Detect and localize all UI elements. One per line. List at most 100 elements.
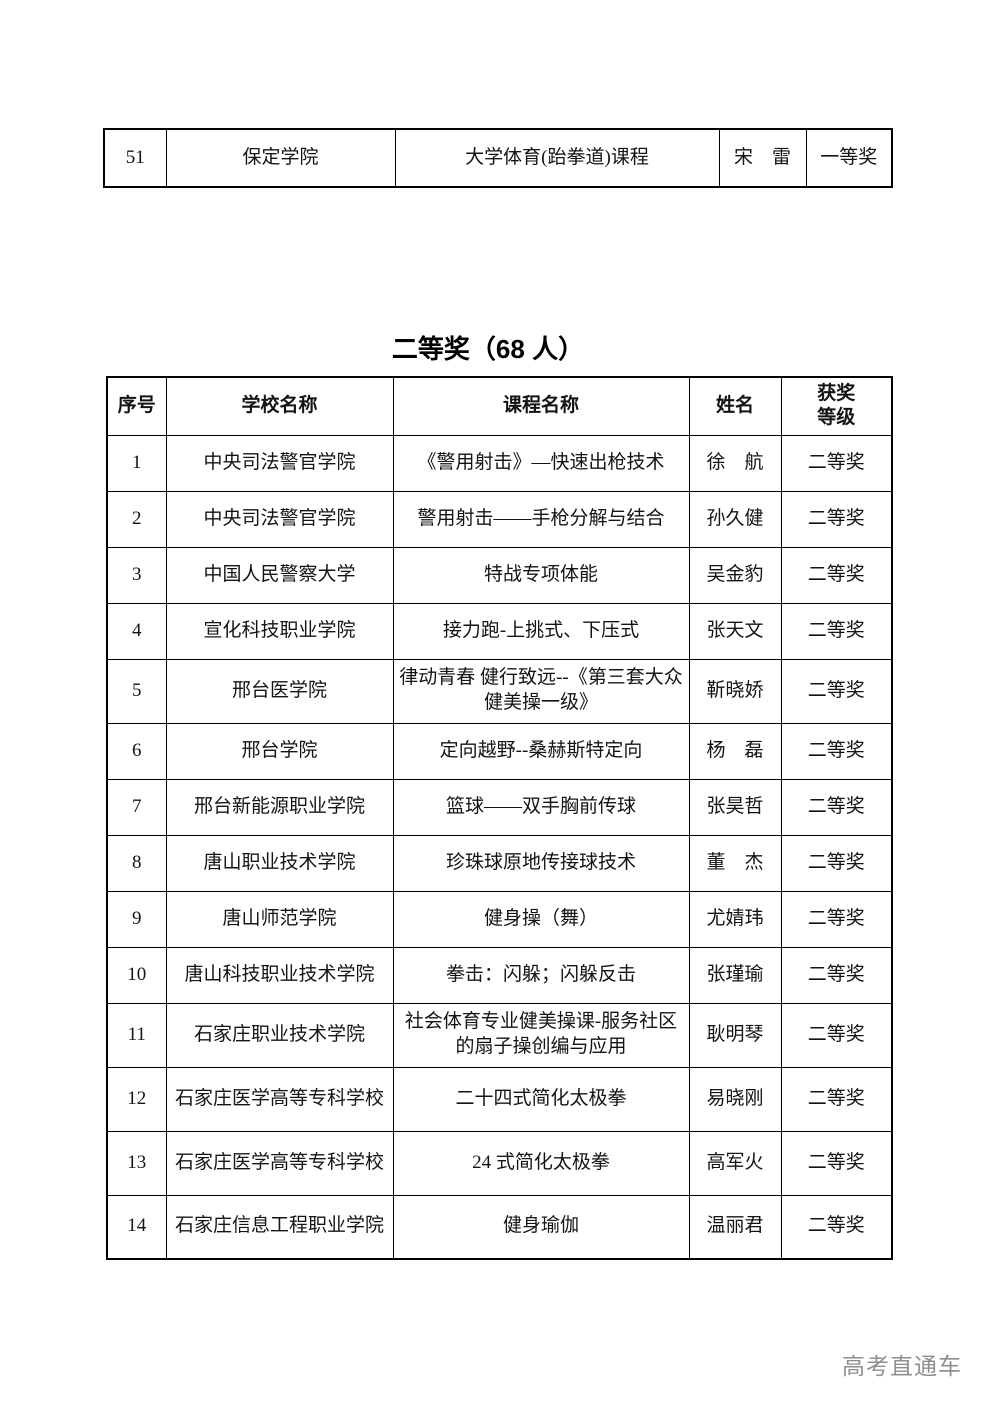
table-row: 12 石家庄医学高等专科学校 二十四式简化太极拳 易晓刚 二等奖 — [106, 1066, 893, 1132]
cell-course: 接力跑-上挑式、下压式 — [392, 602, 690, 660]
cell-award: 二等奖 — [780, 1194, 893, 1260]
table-row: 51 保定学院 大学体育(跆拳道)课程 宋 雷 一等奖 — [103, 128, 893, 188]
cell-serial: 10 — [106, 946, 167, 1004]
cell-serial: 11 — [106, 1002, 167, 1068]
cell-award: 二等奖 — [780, 490, 893, 548]
table-row: 8 唐山职业技术学院 珍珠球原地传接球技术董 杰二等奖 — [106, 834, 893, 892]
cell-award: 二等奖 — [780, 602, 893, 660]
table-row: 2 中央司法警官学院 警用射击——手枪分解与结合 孙久健 二等奖 — [106, 490, 893, 548]
cell-name: 易晓刚 — [688, 1066, 782, 1132]
cell-school: 邢台学院 — [165, 722, 394, 780]
table-row: 11 石家庄职业技术学院 社会体育专业健美操课-服务社区的扇子操创编与应用 耿明琴 二等… — [106, 1002, 893, 1068]
cell-award: 二等奖 — [780, 546, 893, 604]
cell-school: 保定学院 — [165, 128, 396, 188]
cell-award: 二等奖 — [780, 946, 893, 1004]
cell-serial: 9 — [106, 890, 167, 948]
second-prize-table: 序号 学校名称 课程名称 姓名 获奖 等级 1 中央司法警官学院 《警用射击》—快速… — [106, 376, 893, 1260]
header-award: 获奖 等级 — [780, 376, 893, 436]
header-school: 学校名称 — [165, 376, 394, 436]
cell-school: 石家庄医学高等专科学校 — [165, 1066, 394, 1132]
table-row: 1 中央司法警官学院 《警用射击》—快速出枪技术徐 航二等奖 — [106, 434, 893, 492]
table-row: 9 唐山师范学院 健身操（舞） 尤婧玮 二等奖 — [106, 890, 893, 948]
cell-course: 律动青春 健行致远--《第三套大众健美操一级》 — [392, 658, 690, 724]
cell-serial: 1 — [106, 434, 167, 492]
cell-serial: 5 — [106, 658, 167, 724]
cell-name: 宋 雷 — [718, 128, 807, 188]
cell-course: 24 式简化太极拳 — [392, 1130, 690, 1196]
first-prize-table-continuation: 51 保定学院 大学体育(跆拳道)课程 宋 雷 一等奖 — [103, 128, 893, 188]
cell-course: 拳击：闪躲；闪躲反击 — [392, 946, 690, 1004]
header-serial: 序号 — [106, 376, 167, 436]
cell-award: 二等奖 — [780, 434, 893, 492]
cell-course: 特战专项体能 — [392, 546, 690, 604]
table-row: 13 石家庄医学高等专科学校 24 式简化太极拳 高军火 二等奖 — [106, 1130, 893, 1196]
cell-course: 警用射击——手枪分解与结合 — [392, 490, 690, 548]
cell-course: 篮球——双手胸前传球 — [392, 778, 690, 836]
cell-school: 石家庄信息工程职业学院 — [165, 1194, 394, 1260]
cell-name: 耿明琴 — [688, 1002, 782, 1068]
cell-award: 二等奖 — [780, 658, 893, 724]
cell-award: 一等奖 — [805, 128, 893, 188]
cell-name: 吴金豹 — [688, 546, 782, 604]
cell-course: 健身瑜伽 — [392, 1194, 690, 1260]
awards-table-body: 1 中央司法警官学院 《警用射击》—快速出枪技术徐 航二等奖 2 中央司法警官学院 警用射… — [106, 434, 893, 1260]
cell-name: 尤婧玮 — [688, 890, 782, 948]
cell-serial: 13 — [106, 1130, 167, 1196]
cell-course: 二十四式简化太极拳 — [392, 1066, 690, 1132]
table-row: 7 邢台新能源职业学院 篮球——双手胸前传球 张昊哲 二等奖 — [106, 778, 893, 836]
cell-serial: 3 — [106, 546, 167, 604]
table-row: 5 邢台医学院 律动青春 健行致远--《第三套大众健美操一级》 靳晓娇 二等奖 — [106, 658, 893, 724]
cell-school: 石家庄医学高等专科学校 — [165, 1130, 394, 1196]
cell-serial: 4 — [106, 602, 167, 660]
cell-serial: 6 — [106, 722, 167, 780]
cell-award: 二等奖 — [780, 1066, 893, 1132]
header-course: 课程名称 — [392, 376, 690, 436]
cell-serial: 2 — [106, 490, 167, 548]
cell-school: 中央司法警官学院 — [165, 490, 394, 548]
cell-school: 唐山师范学院 — [165, 890, 394, 948]
cell-name: 高军火 — [688, 1130, 782, 1196]
cell-award: 二等奖 — [780, 778, 893, 836]
cell-school: 中央司法警官学院 — [165, 434, 394, 492]
cell-name: 靳晓娇 — [688, 658, 782, 724]
cell-course: 健身操（舞） — [392, 890, 690, 948]
table-row: 6 邢台学院 定向越野--桑赫斯特定向杨 磊二等奖 — [106, 722, 893, 780]
cell-name: 张瑾瑜 — [688, 946, 782, 1004]
cell-serial: 12 — [106, 1066, 167, 1132]
cell-award: 二等奖 — [780, 1002, 893, 1068]
cell-school: 邢台新能源职业学院 — [165, 778, 394, 836]
cell-course: 珍珠球原地传接球技术 — [392, 834, 690, 892]
cell-school: 石家庄职业技术学院 — [165, 1002, 394, 1068]
cell-award: 二等奖 — [780, 722, 893, 780]
cell-course: 社会体育专业健美操课-服务社区的扇子操创编与应用 — [392, 1002, 690, 1068]
cell-course: 大学体育(跆拳道)课程 — [394, 128, 720, 188]
cell-serial: 51 — [103, 128, 167, 188]
header-name: 姓名 — [688, 376, 782, 436]
cell-name: 董 杰 — [688, 834, 782, 892]
cell-serial: 8 — [106, 834, 167, 892]
cell-name: 张天文 — [688, 602, 782, 660]
section-title: 二等奖（68 人） — [391, 334, 585, 364]
table-row: 10 唐山科技职业技术学院 拳击：闪躲；闪躲反击 张瑾瑜 二等奖 — [106, 946, 893, 1004]
cell-school: 唐山职业技术学院 — [165, 834, 394, 892]
cell-serial: 7 — [106, 778, 167, 836]
cell-school: 唐山科技职业技术学院 — [165, 946, 394, 1004]
cell-name: 杨 磊 — [688, 722, 782, 780]
cell-school: 中国人民警察大学 — [165, 546, 394, 604]
cell-school: 宣化科技职业学院 — [165, 602, 394, 660]
cell-name: 孙久健 — [688, 490, 782, 548]
cell-award: 二等奖 — [780, 834, 893, 892]
table-header-row: 序号 学校名称 课程名称 姓名 获奖 等级 — [106, 376, 893, 436]
cell-school: 邢台医学院 — [165, 658, 394, 724]
watermark-text: 高考直通车 — [842, 1353, 962, 1379]
cell-name: 温丽君 — [688, 1194, 782, 1260]
cell-name: 徐 航 — [688, 434, 782, 492]
cell-course: 《警用射击》—快速出枪技术 — [392, 434, 690, 492]
cell-name: 张昊哲 — [688, 778, 782, 836]
cell-award: 二等奖 — [780, 1130, 893, 1196]
table-row: 14 石家庄信息工程职业学院 健身瑜伽 温丽君 二等奖 — [106, 1194, 893, 1260]
cell-course: 定向越野--桑赫斯特定向 — [392, 722, 690, 780]
cell-award: 二等奖 — [780, 890, 893, 948]
table-row: 3 中国人民警察大学 特战专项体能 吴金豹 二等奖 — [106, 546, 893, 604]
